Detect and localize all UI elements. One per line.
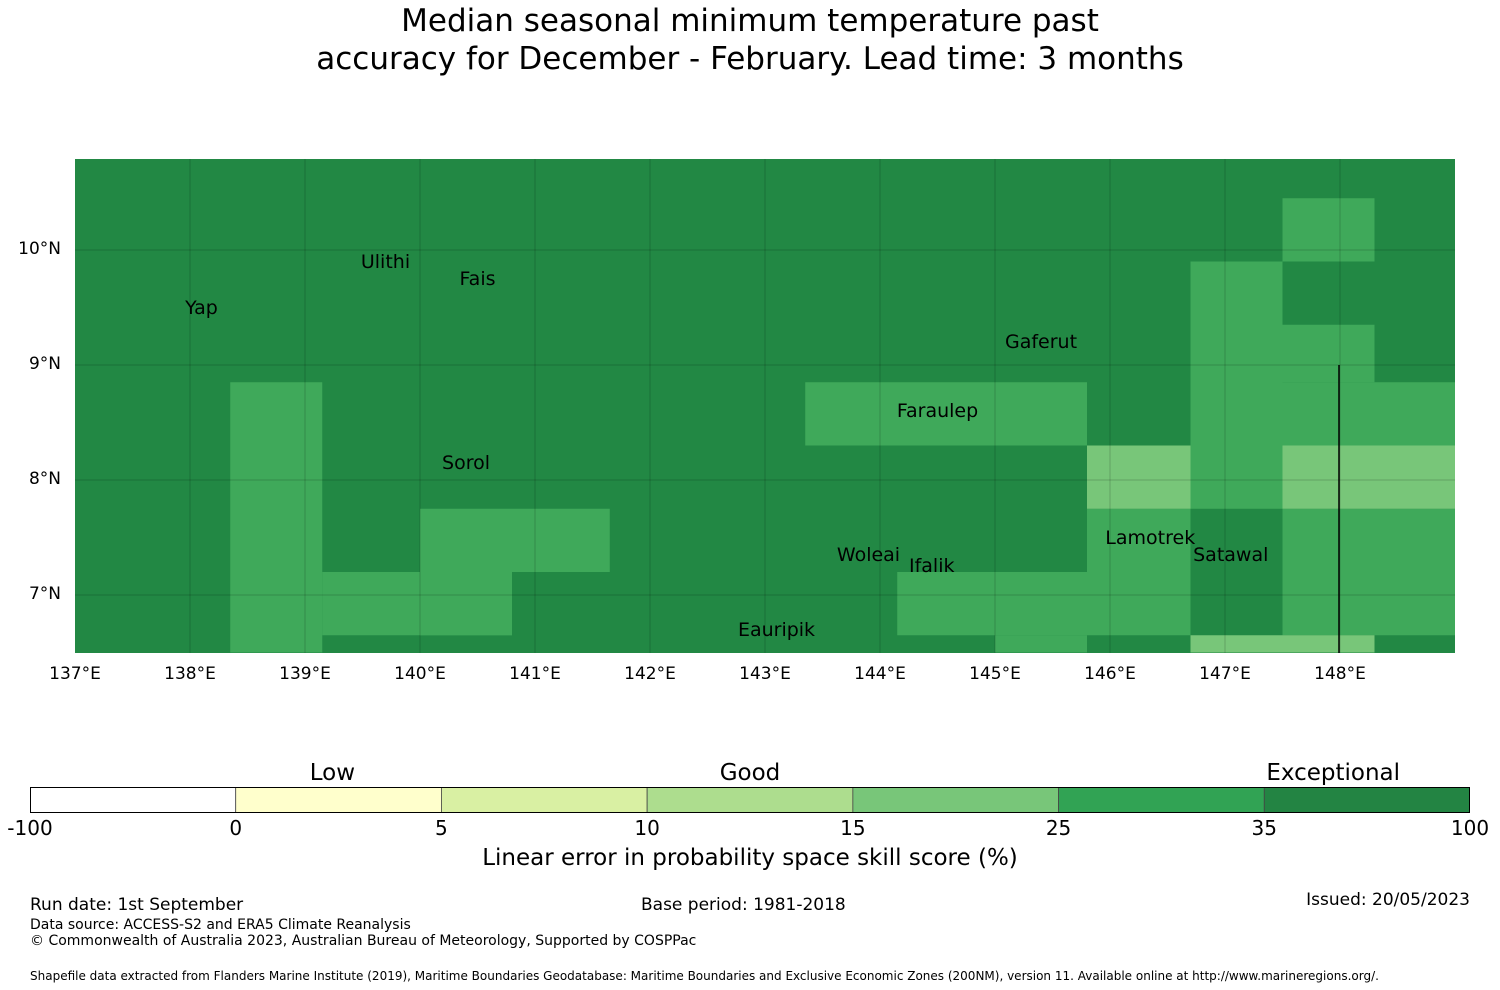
- colorbar-label: Linear error in probability space skill …: [482, 845, 1018, 871]
- lon-label: 141°E: [509, 664, 561, 684]
- lat-label: 10°N: [18, 239, 61, 259]
- graticule: [75, 159, 1455, 653]
- skill-region-5: [230, 382, 323, 653]
- skill-region-9: [805, 382, 1087, 446]
- lon-label: 142°E: [624, 664, 676, 684]
- colorbar-tick-label: 5: [435, 816, 448, 840]
- lon-label: 146°E: [1084, 664, 1136, 684]
- colorbar-segment: [852, 787, 1059, 813]
- category-label-good: Good: [719, 760, 781, 786]
- skill-regions: [75, 159, 1455, 653]
- lon-label: 140°E: [394, 664, 446, 684]
- place-label-sorol: Sorol: [442, 451, 490, 474]
- place-label-woleai: Woleai: [836, 543, 901, 566]
- lon-label: 137°E: [49, 664, 101, 684]
- skill-region-3: [1282, 382, 1455, 446]
- skill-region-4: [1282, 508, 1455, 636]
- colorbar-tick-label: 10: [634, 816, 660, 840]
- place-label-eauripik: Eauripik: [737, 618, 816, 641]
- place-label-ifalik: Ifalik: [909, 555, 955, 578]
- colorbar-tick-label: 35: [1251, 816, 1278, 840]
- issued-date: Issued: 20/05/2023: [1306, 890, 1470, 910]
- place-label-satawal: Satawal: [1193, 543, 1269, 566]
- colorbar-tick-label: 25: [1045, 816, 1072, 840]
- base-period: Base period: 1981-2018: [641, 895, 846, 915]
- place-label-faraulep: Faraulep: [896, 400, 979, 422]
- lon-label: 143°E: [739, 664, 791, 684]
- place-label-fais: Fais: [459, 267, 496, 290]
- skill-region-0: [1282, 198, 1375, 262]
- colorbar-segment: [1263, 787, 1470, 813]
- colorbar-tick-label: 100: [1450, 816, 1490, 840]
- skill-region-2: [1282, 324, 1375, 383]
- skill-region-1: [1190, 261, 1283, 509]
- place-label-ulithi: Ulithi: [360, 250, 411, 273]
- category-label-exceptional: Exceptional: [1266, 760, 1401, 786]
- lon-label: 144°E: [854, 664, 906, 684]
- lon-label: 138°E: [164, 664, 216, 684]
- skill-region-7: [420, 508, 610, 572]
- skill-region-10: [897, 572, 1087, 636]
- data-source: Data source: ACCESS-S2 and ERA5 Climate …: [30, 917, 411, 933]
- skill-region-12: [1087, 508, 1191, 636]
- colorbar-segment: [441, 787, 648, 813]
- skill-region-15: [1190, 635, 1375, 653]
- colorbar-segment: [646, 787, 854, 813]
- place-label-yap: Yap: [185, 296, 218, 319]
- lat-label: 9°N: [28, 354, 61, 374]
- shapefile-credit: Shapefile data extracted from Flanders M…: [30, 969, 1379, 983]
- chart-title: Median seasonal minimum temperature past…: [0, 2, 1500, 78]
- colorbar-segment: [235, 787, 442, 813]
- place-label-gaferut: Gaferut: [1004, 331, 1078, 353]
- colorbar: [30, 787, 1470, 813]
- skill-region-11: [995, 635, 1087, 653]
- skill-region-8: [420, 572, 512, 636]
- skill-region-13: [1087, 445, 1191, 509]
- colorbar-segment: [30, 787, 237, 813]
- colorbar-segment: [1058, 787, 1265, 813]
- colorbar-tick-label: -100: [7, 816, 53, 840]
- colorbar-tick-label: 15: [840, 816, 866, 840]
- copyright: © Commonwealth of Australia 2023, Austra…: [30, 933, 697, 949]
- lon-label: 147°E: [1199, 664, 1251, 684]
- run-date: Run date: 1st September: [30, 895, 244, 915]
- lat-label: 7°N: [28, 584, 61, 604]
- lon-label: 139°E: [279, 664, 331, 684]
- lat-label: 8°N: [28, 469, 61, 489]
- title-line-2: accuracy for December - February. Lead t…: [316, 41, 1184, 77]
- colorbar-tick-label: 0: [229, 816, 243, 840]
- colorbar-frame: [30, 787, 1470, 813]
- lon-label: 148°E: [1314, 664, 1366, 684]
- place-label-lamotrek: Lamotrek: [1105, 526, 1196, 549]
- title-line-1: Median seasonal minimum temperature past: [401, 3, 1099, 39]
- skill-region-14: [1282, 445, 1455, 509]
- category-label-low: Low: [309, 760, 356, 786]
- lon-label: 145°E: [969, 664, 1021, 684]
- skill-map: [75, 159, 1455, 653]
